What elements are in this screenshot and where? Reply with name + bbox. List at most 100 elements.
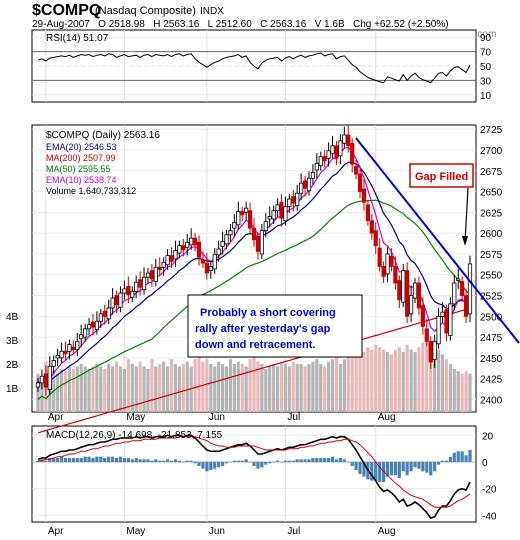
macd-hist-bar [52,458,56,462]
macd-hist-bar [173,459,178,462]
price-panel-title: $COMPQ (Daily) 2563.16 [46,130,160,141]
month-label: Jun [209,412,225,423]
chart-index-name: (Nasdaq Composite) [95,5,196,17]
volume-bar [452,368,456,412]
macd-hist-bar [201,462,205,469]
volume-bar [436,349,441,412]
macd-hist-bar [429,462,433,476]
candle [106,299,111,324]
volume-bar [169,359,174,412]
macd-hist-bar [264,462,268,465]
candle [51,355,56,373]
candle [185,233,190,256]
candle [208,261,213,279]
macd-hist-bar [436,462,441,465]
volume-tick-label: 1B [6,384,19,395]
volume-bar [291,361,295,412]
volume-bar [303,366,307,412]
candle [397,275,402,309]
macd-hist-bar [413,462,417,468]
macd-tick-label: 20 [482,431,494,442]
volume-tick-label: 4B [6,312,19,323]
macd-hist-bar [197,462,201,466]
macd-hist-bar [185,460,189,462]
candle [436,308,441,349]
macd-hist-bar [291,460,295,462]
volume-bar [421,342,425,412]
macd-hist-bar [134,458,138,462]
macd-hist-bar [83,456,87,462]
macd-hist-bar [79,458,83,462]
legend-entry-ma200: MA(200) 2507.99 [46,153,116,163]
candle [189,228,194,250]
volume-bar [67,366,72,412]
volume-bar [83,366,87,412]
volume-bar [299,364,303,412]
macd-hist-bar [91,458,95,462]
candle [279,194,284,227]
macd-hist-bar [158,460,162,462]
macd-hist-bar [220,462,225,466]
macd-hist-bar [374,462,378,481]
candle [322,149,327,168]
candle [460,276,465,301]
macd-hist-bar [409,462,413,472]
annotation-box: Probably a short covering rally after ye… [187,294,363,358]
macd-hist-bar [95,456,99,462]
candle [55,348,60,367]
volume-bar [378,347,382,412]
candle [401,263,406,308]
candle [251,218,257,247]
volume-bar [362,352,366,412]
price-candles [35,125,473,396]
volume-bar [413,352,417,412]
macd-hist-bar [444,460,449,462]
candle [456,268,461,289]
candle [342,126,347,149]
chart-exchange: INDX [200,6,224,17]
volume-bar [59,368,64,412]
macd-hist-bar [248,462,252,463]
candle [114,290,119,314]
macd-hist-bar [256,462,260,469]
macd-hist-bar [405,462,409,476]
candle [432,334,437,368]
volume-bar [95,364,99,412]
macd-hist-bar [75,458,79,462]
macd-hist-bar [146,459,150,462]
price-tick-label: 2525 [480,292,503,303]
volume-bar [213,366,217,412]
volume-bar [240,364,244,412]
macd-hist-bar [319,458,323,462]
volume-bar [283,364,288,412]
volume-bar [385,352,390,412]
macd-hist-bar [252,462,256,466]
volume-bar [334,356,339,412]
volume-bar [417,347,421,412]
macd-hist-bar [232,460,236,462]
volume-bar [393,349,397,412]
macd-hist-bar [425,462,429,473]
volume-bar [158,364,162,412]
rsi-tick-label: 30 [480,76,492,87]
macd-hist-bar [99,456,103,462]
volume-bar [185,361,189,412]
volume-bar [409,349,413,412]
macd-hist-bar [327,458,331,462]
candle [428,336,433,369]
volume-bar [220,364,225,412]
candle [377,238,382,272]
candle [357,165,363,199]
candle [141,267,147,295]
macd-hist-bar [48,458,52,462]
volume-bar [201,361,205,412]
volume-bar [327,361,331,412]
candle [365,199,370,226]
volume-bar [389,354,394,412]
volume-bar [75,366,79,412]
macd-hist-bar [126,458,130,462]
macd-hist-bar [358,462,362,474]
candle [216,240,221,262]
volume-bar [146,368,150,412]
